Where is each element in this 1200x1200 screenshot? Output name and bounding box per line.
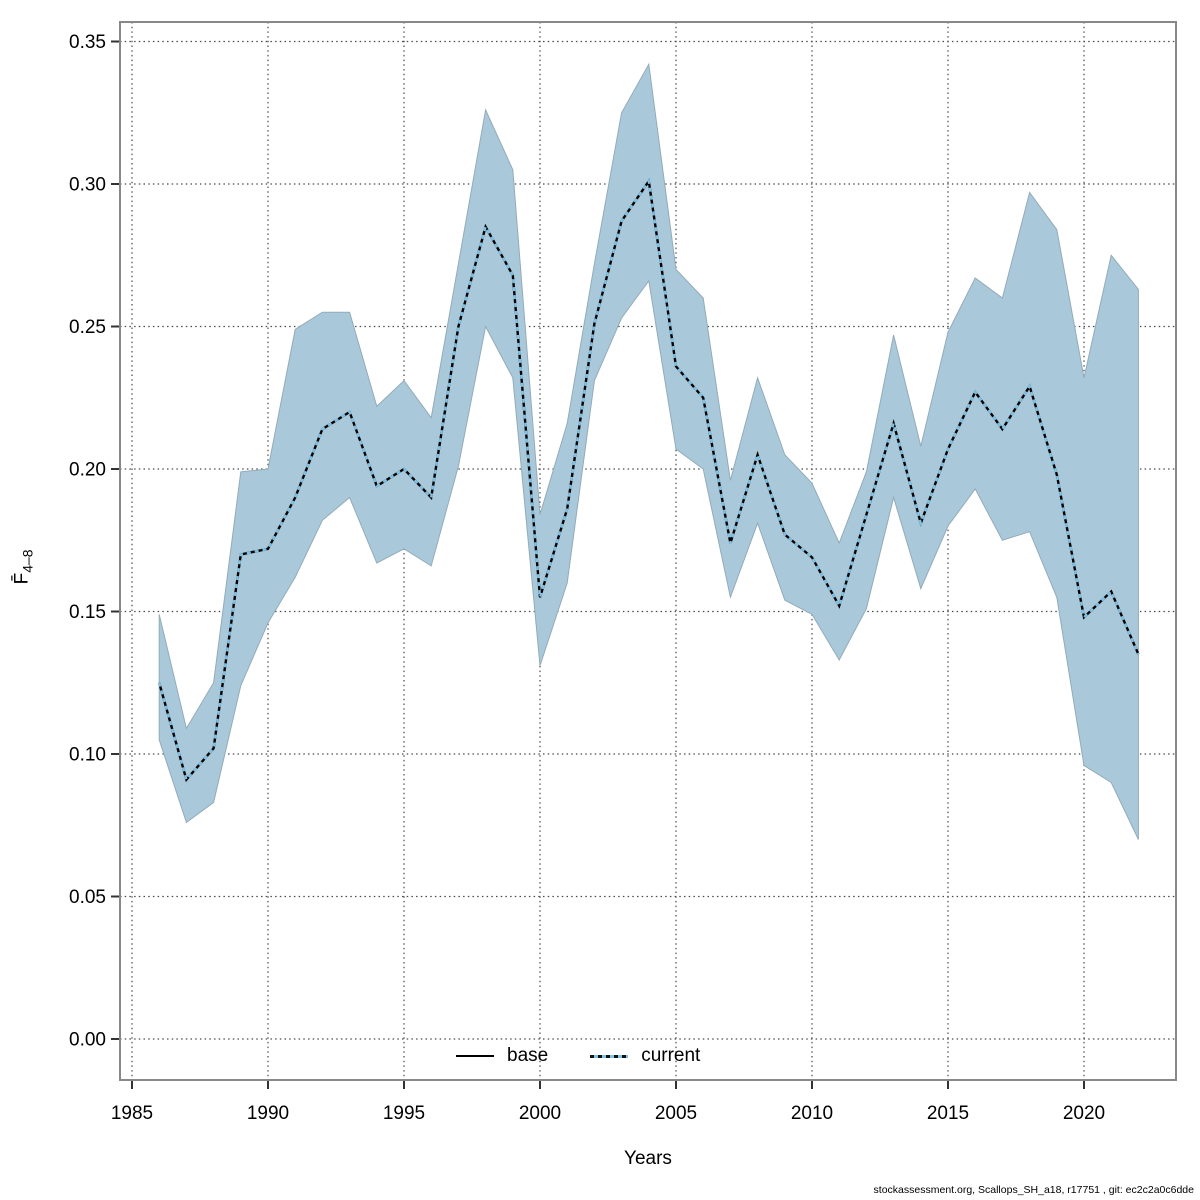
x-tick-label: 2015 (927, 1103, 969, 1124)
y-tick-label: 0.25 (69, 317, 106, 338)
x-axis-title: Years (624, 1148, 672, 1169)
legend-base-line-sample (456, 1055, 494, 1057)
y-axis-title-symbol: F̄ (11, 572, 33, 585)
y-axis-title: F̄4–8 (12, 549, 36, 584)
y-tick-label: 0.15 (69, 602, 106, 623)
y-tick-label: 0.10 (69, 745, 106, 766)
plot-frame (119, 21, 1177, 1081)
legend: base current (456, 1044, 700, 1068)
confidence-band (158, 62, 1139, 840)
y-tick-label: 0.00 (69, 1030, 106, 1051)
x-tick-label: 2005 (655, 1103, 697, 1124)
y-tick-label: 0.05 (69, 887, 106, 908)
x-tick-label: 1990 (247, 1103, 289, 1124)
y-tick-label: 0.20 (69, 460, 106, 481)
x-tick-label: 2000 (519, 1103, 561, 1124)
x-tick-label: 2010 (791, 1103, 833, 1124)
x-tick-label: 1985 (111, 1103, 153, 1124)
current-line (158, 177, 1140, 783)
y-tick-label: 0.30 (69, 175, 106, 196)
x-tick-label: 1995 (383, 1103, 425, 1124)
legend-current-line-sample (590, 1054, 629, 1058)
legend-current-label: current (641, 1045, 701, 1066)
footer-provenance-text: stockassessment.org, Scallops_SH_a18, r1… (873, 1184, 1194, 1196)
y-axis-title-subscript: 4–8 (19, 549, 36, 573)
x-tick-label: 2020 (1063, 1103, 1105, 1124)
legend-base-label: base (507, 1045, 549, 1066)
y-tick-label: 0.35 (69, 32, 106, 53)
